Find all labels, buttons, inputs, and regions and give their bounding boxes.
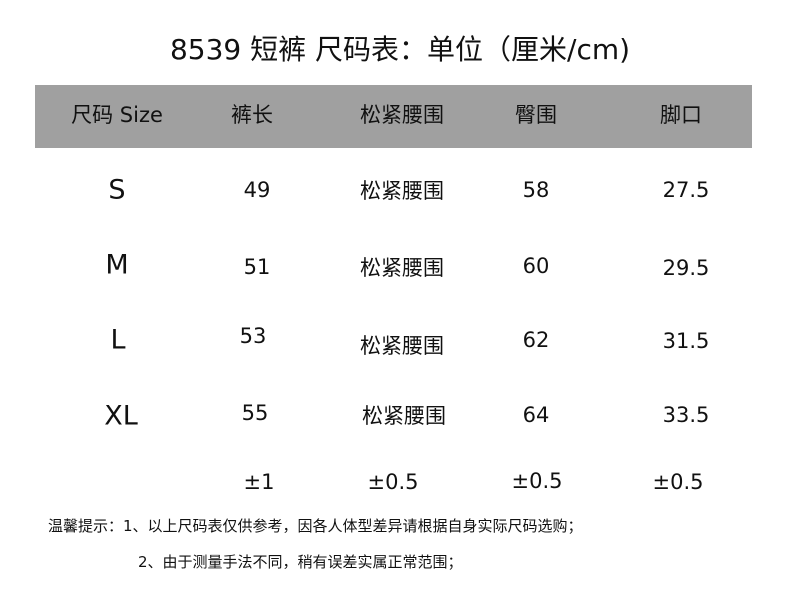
header-waist: 松紧腰围 xyxy=(360,103,444,127)
header-hem: 脚口 xyxy=(660,103,702,127)
length-tolerance: ±1 xyxy=(243,470,275,494)
note-line-1: 温馨提示：1、以上尺码表仅供参考，因各人体型差异请根据自身实际尺码选购； xyxy=(48,517,583,535)
page-title: 8539 短裤 尺码表：单位（厘米/cm) xyxy=(169,33,631,66)
note-line-2: 2、由于测量手法不同，稍有误差实属正常范围； xyxy=(138,553,463,571)
size-cell: XL xyxy=(104,400,138,432)
hem-cell: 29.5 xyxy=(662,256,710,280)
length-cell: 49 xyxy=(243,178,271,202)
hip-tolerance: ±0.5 xyxy=(511,469,563,493)
waist-tolerance: ±0.5 xyxy=(367,470,419,494)
header-size: 尺码 Size xyxy=(71,103,163,127)
header-length: 裤长 xyxy=(231,103,273,127)
hip-cell: 58 xyxy=(522,178,550,202)
hem-cell: 31.5 xyxy=(662,329,710,353)
hem-cell: 33.5 xyxy=(662,403,710,427)
table-header: 尺码 Size 裤长 松紧腰围 臀围 脚口 xyxy=(35,85,752,148)
length-cell: 55 xyxy=(241,401,269,425)
hem-tolerance: ±0.5 xyxy=(652,470,704,494)
length-cell: 51 xyxy=(243,255,271,279)
size-cell: L xyxy=(110,324,126,356)
waist-cell: 松紧腰围 xyxy=(360,179,444,203)
hip-cell: 62 xyxy=(522,328,550,352)
size-cell: S xyxy=(108,174,126,206)
waist-cell: 松紧腰围 xyxy=(360,334,444,358)
size-cell: M xyxy=(105,249,129,281)
hip-cell: 64 xyxy=(522,403,550,427)
waist-cell: 松紧腰围 xyxy=(360,256,444,280)
hip-cell: 60 xyxy=(522,254,550,278)
hem-cell: 27.5 xyxy=(662,178,710,202)
header-hip: 臀围 xyxy=(515,103,557,127)
waist-cell: 松紧腰围 xyxy=(362,404,446,428)
length-cell: 53 xyxy=(239,324,267,348)
